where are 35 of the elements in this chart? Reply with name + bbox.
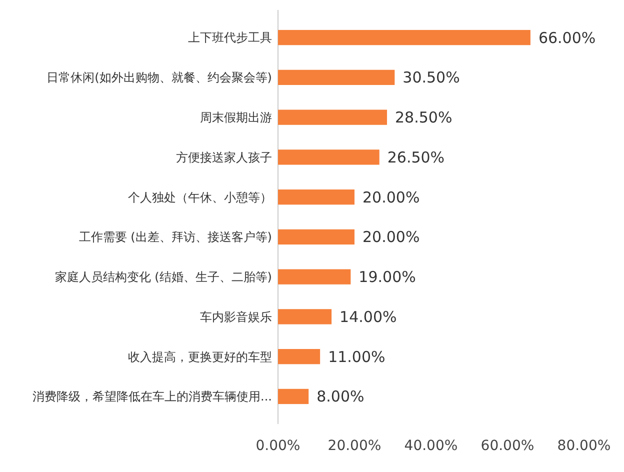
x-tick-label: 20.00% xyxy=(328,438,382,454)
data-label: 28.50% xyxy=(395,108,452,127)
y-tick-label: 周末假期出游 xyxy=(200,110,272,124)
y-tick-label: 工作需要 (出差、拜访、接送客户等) xyxy=(78,230,272,244)
y-tick-label: 车内影音娱乐 xyxy=(200,310,272,324)
y-tick-label: 家庭人员结构变化 (结婚、生子、二胎等) xyxy=(54,270,272,284)
bar xyxy=(278,150,380,165)
data-label: 11.00% xyxy=(328,348,386,366)
x-tick-label: 60.00% xyxy=(480,438,534,454)
bar xyxy=(278,349,320,364)
y-tick-label: 方便接送家人孩子 xyxy=(176,150,272,164)
y-tick-label: 日常休闲(如外出购物、就餐、约会聚会等) xyxy=(46,70,272,85)
data-label: 30.50% xyxy=(402,68,460,87)
data-label: 8.00% xyxy=(316,388,364,406)
bar xyxy=(278,269,351,284)
bar xyxy=(278,388,309,404)
bar xyxy=(278,30,530,46)
bar xyxy=(278,110,388,125)
y-tick-label: 消费降级，希望降低在车上的消费车辆使用... xyxy=(32,390,272,404)
x-tick-label: 80.00% xyxy=(557,438,611,454)
data-label: 14.00% xyxy=(340,308,397,326)
bar xyxy=(278,309,332,324)
y-tick-label: 上下班代步工具 xyxy=(188,30,272,45)
data-label: 66.00% xyxy=(538,28,596,47)
data-label: 19.00% xyxy=(358,268,416,286)
y-tick-label: 收入提高，更换更好的车型 xyxy=(128,350,272,364)
bar xyxy=(278,229,354,245)
bar xyxy=(278,70,395,85)
y-tick-label: 个人独处（午休、小憩等） xyxy=(128,190,272,204)
data-label: 20.00% xyxy=(362,188,420,206)
x-tick-label: 0.00% xyxy=(256,438,300,454)
bar xyxy=(278,189,354,205)
x-tick-label: 40.00% xyxy=(404,438,458,454)
data-label: 26.50% xyxy=(387,148,445,166)
data-label: 20.00% xyxy=(362,228,420,246)
